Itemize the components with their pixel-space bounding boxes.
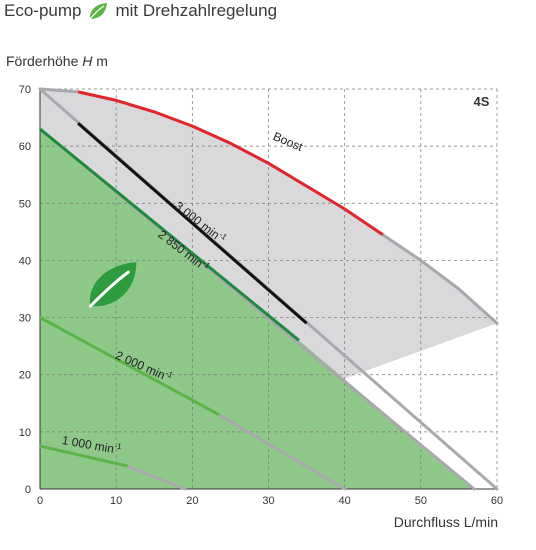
x-tick-label: 40 — [339, 495, 351, 507]
y-tick-label: 20 — [19, 370, 31, 382]
x-tick-label: 10 — [110, 495, 122, 507]
series-line-1 — [77, 122, 308, 325]
y-tick-label: 10 — [19, 427, 31, 439]
curve-label-superscript: -1 — [114, 441, 123, 451]
y-tick-label: 40 — [19, 255, 31, 267]
series-line-2 — [39, 127, 300, 342]
x-tick-label: 60 — [491, 495, 503, 507]
x-tick-label: 30 — [262, 495, 274, 507]
series-line-3 — [39, 316, 220, 417]
y-tick-label: 70 — [19, 84, 31, 96]
curve-label-superscript: -1 — [164, 369, 175, 380]
title-speed-control: mit Drehzahlregelung — [115, 1, 278, 20]
curve-label-superscript: -1 — [217, 230, 229, 242]
y-axis-title: Förderhöhe H m — [6, 53, 108, 69]
y-axis-label-var: H — [82, 53, 93, 69]
y-tick-label: 60 — [19, 141, 31, 153]
x-tick-label: 0 — [37, 495, 43, 507]
leaf-vein — [88, 270, 130, 308]
leaf-icon — [89, 3, 108, 20]
model-label: 4S — [473, 94, 489, 109]
curve-label-0: Boost — [271, 129, 305, 154]
y-tick-label: 30 — [19, 313, 31, 325]
chart-title: Eco-pump mit Drehzahlregelung — [4, 1, 277, 21]
series-line-0 — [77, 90, 384, 236]
curve-label-superscript: -1 — [201, 259, 213, 271]
leaf-icon — [88, 262, 137, 308]
y-tick-label: 50 — [19, 198, 31, 210]
y-axis-label-text: Förderhöhe — [6, 53, 79, 69]
y-tick-label: 0 — [25, 484, 31, 496]
series-line-4 — [39, 444, 128, 468]
x-tick-label: 20 — [186, 495, 198, 507]
curve-label-text: Boost — [271, 129, 305, 154]
title-eco-pump: Eco-pump — [4, 1, 82, 20]
y-axis-label-unit: m — [96, 53, 108, 69]
x-axis-title: Durchfluss L/min — [393, 514, 498, 530]
x-tick-label: 50 — [415, 495, 427, 507]
